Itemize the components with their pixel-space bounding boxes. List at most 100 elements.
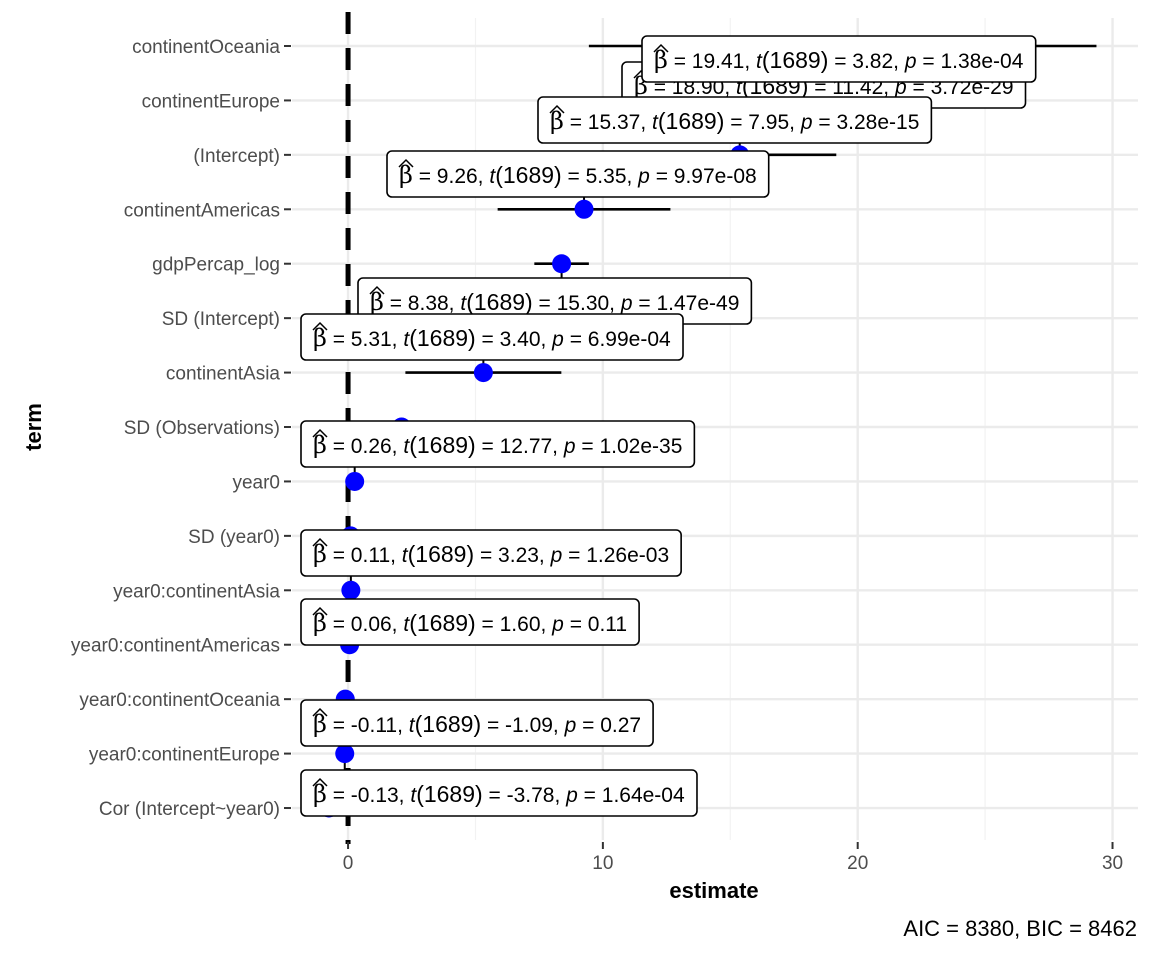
y-tick-label: (Intercept) xyxy=(193,146,280,167)
estimate-label-box xyxy=(300,769,698,817)
t-symbol: t xyxy=(403,613,410,636)
y-tick-label: year0:continentEurope xyxy=(89,745,280,766)
t-symbol: t xyxy=(410,784,417,807)
p-symbol: p xyxy=(637,165,650,188)
estimate-label-text: β = 0.11, t(1689) = 3.23, p = 1.26e-03 xyxy=(313,540,669,568)
t-value: = 7.95, xyxy=(724,111,800,134)
p-symbol: p xyxy=(620,292,633,315)
estimate-label: β = 8.38, t(1689) = 15.30, p = 1.47e-49 xyxy=(357,277,753,325)
t-value: = -3.78, xyxy=(483,784,566,807)
y-tick-label: year0 xyxy=(232,472,280,493)
beta-symbol: β xyxy=(654,46,668,74)
estimate-label-text: β = 9.26, t(1689) = 5.35, p = 9.97e-08 xyxy=(399,161,757,189)
t-symbol: t xyxy=(756,50,763,73)
estimate-label-text: β = 5.31, t(1689) = 3.40, p = 6.99e-04 xyxy=(313,324,671,352)
beta-value: = -0.11, xyxy=(327,714,409,737)
p-value: = 6.99e-04 xyxy=(564,328,671,351)
beta-symbol: β xyxy=(550,107,564,135)
beta-value: = 0.06, xyxy=(327,613,403,636)
t-value: = -1.09, xyxy=(481,714,564,737)
degrees-of-freedom: (1689) xyxy=(415,711,481,737)
p-value: = 1.02e-35 xyxy=(576,435,683,458)
x-tick-label: 20 xyxy=(847,853,868,874)
p-value: = 9.97e-08 xyxy=(650,165,757,188)
beta-hat-mark xyxy=(549,104,565,114)
estimate-label-box xyxy=(300,699,654,747)
degrees-of-freedom: (1689) xyxy=(495,162,561,188)
t-value: = 12.77, xyxy=(476,435,564,458)
estimate-label-text: β = 0.26, t(1689) = 12.77, p = 1.02e-35 xyxy=(313,431,682,459)
estimate-label-box xyxy=(386,150,770,198)
p-value: = 1.64e-04 xyxy=(578,784,685,807)
estimate-label-box xyxy=(641,35,1037,83)
beta-symbol: β xyxy=(313,609,327,637)
y-tick-label: gdpPercap_log xyxy=(152,255,280,276)
x-tick-label: 30 xyxy=(1102,853,1123,874)
t-symbol: t xyxy=(409,714,416,737)
beta-hat-mark xyxy=(312,707,328,717)
y-axis: continentOceania continentEurope (Intercep… xyxy=(71,37,291,820)
estimate-label-text: β = -0.11, t(1689) = -1.09, p = 0.27 xyxy=(313,710,641,738)
t-value: = 5.35, xyxy=(562,165,638,188)
degrees-of-freedom: (1689) xyxy=(762,47,828,73)
estimate-point xyxy=(345,471,365,491)
beta-hat-mark xyxy=(312,777,328,787)
estimate-label: β = 15.37, t(1689) = 7.95, p = 3.28e-15 xyxy=(537,96,933,144)
estimate-label-text: β = 15.37, t(1689) = 7.95, p = 3.28e-15 xyxy=(550,107,919,135)
beta-value: = -0.13, xyxy=(327,784,410,807)
estimate-label-text: β = 0.06, t(1689) = 1.60, p = 0.11 xyxy=(313,609,627,637)
t-symbol: t xyxy=(652,111,659,134)
y-tick-label: SD (Observations) xyxy=(124,418,280,439)
estimate-label-text: β = 8.38, t(1689) = 15.30, p = 1.47e-49 xyxy=(370,288,739,316)
p-symbol: p xyxy=(551,613,564,636)
estimate-label-box xyxy=(300,529,682,577)
y-tick-label: continentAsia xyxy=(166,364,281,385)
estimate-point xyxy=(574,199,594,219)
y-tick-label: year0:continentAsia xyxy=(113,581,280,602)
y-tick-label: Cor (Intercept~year0) xyxy=(99,799,280,820)
t-value: = 15.30, xyxy=(533,292,621,315)
p-value: = 1.38e-04 xyxy=(917,50,1024,73)
degrees-of-freedom: (1689) xyxy=(658,108,724,134)
p-value: = 1.26e-03 xyxy=(562,544,669,567)
y-tick-label: year0:continentOceania xyxy=(79,690,280,711)
beta-symbol: β xyxy=(313,780,327,808)
beta-value: = 9.26, xyxy=(413,165,489,188)
y-tick-label: continentAmericas xyxy=(124,200,280,221)
t-symbol: t xyxy=(460,292,467,315)
estimate-label-text: β = -0.13, t(1689) = -3.78, p = 1.64e-04 xyxy=(313,780,685,808)
degrees-of-freedom: (1689) xyxy=(466,289,532,315)
estimate-label: β = 0.26, t(1689) = 12.77, p = 1.02e-35 xyxy=(300,420,696,468)
t-value: = 3.40, xyxy=(476,328,552,351)
t-symbol: t xyxy=(403,435,410,458)
estimate-label-box xyxy=(300,313,684,361)
beta-hat-mark xyxy=(312,321,328,331)
p-symbol: p xyxy=(550,544,563,567)
x-axis: 0 10 20 30 xyxy=(343,842,1123,874)
y-tick-label: continentEurope xyxy=(142,91,280,112)
beta-symbol: β xyxy=(313,710,327,738)
t-symbol: t xyxy=(403,328,410,351)
t-symbol: t xyxy=(736,76,743,99)
t-symbol: t xyxy=(402,544,409,567)
beta-value: = 5.31, xyxy=(327,328,403,351)
estimate-label-box xyxy=(300,598,640,646)
beta-symbol: β xyxy=(313,324,327,352)
x-axis-title: estimate xyxy=(669,878,758,903)
p-symbol: p xyxy=(551,328,564,351)
beta-hat-mark xyxy=(398,158,414,168)
caption-aic-bic: AIC = 8380, BIC = 8462 xyxy=(903,916,1137,941)
estimate-labels: β = 18.90, t(1689) = 11.42, p = 3.72e-29… xyxy=(300,35,1037,817)
p-value: = 1.47e-49 xyxy=(633,292,740,315)
beta-value: = 15.37, xyxy=(564,111,652,134)
beta-hat-mark xyxy=(312,606,328,616)
p-value: = 3.28e-15 xyxy=(813,111,920,134)
estimate-point xyxy=(473,363,493,383)
t-value: = 3.23, xyxy=(474,544,550,567)
estimate-label-text: β = 19.41, t(1689) = 3.82, p = 1.38e-04 xyxy=(654,46,1024,74)
estimate-label-box xyxy=(300,420,696,468)
x-tick-label: 0 xyxy=(343,853,354,874)
beta-value: = 0.26, xyxy=(327,435,403,458)
p-symbol: p xyxy=(904,50,917,73)
